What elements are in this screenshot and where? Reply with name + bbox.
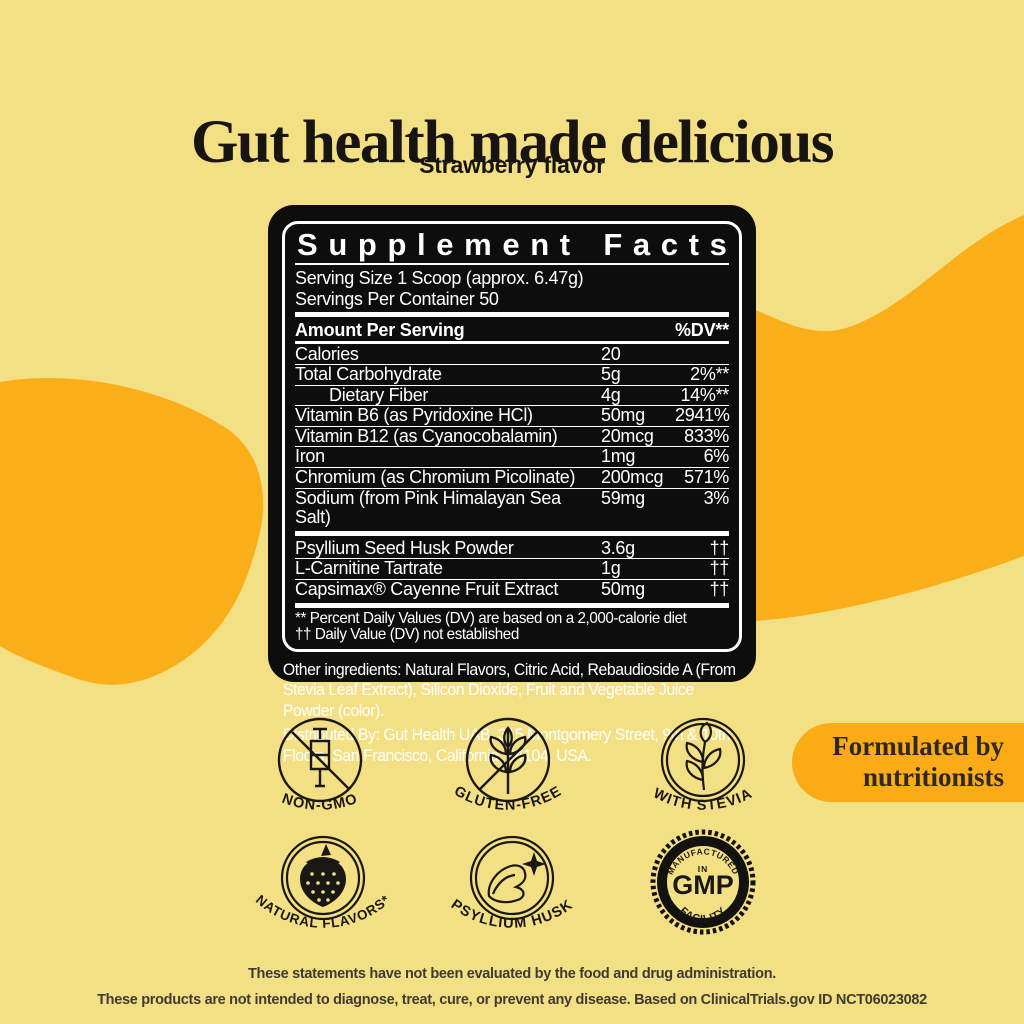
footnote-dv: ** Percent Daily Values (DV) are based o… bbox=[295, 609, 687, 627]
table-row: Dietary Fiber 4g 14%** bbox=[295, 384, 729, 406]
left-wave-blob bbox=[0, 377, 264, 685]
nutrient-amount: 200mcg bbox=[601, 467, 664, 488]
amount-header: Amount Per Serving bbox=[295, 320, 465, 340]
facts-rows: Calories 20 Total Carbohydrate 5g 2%** D… bbox=[295, 343, 730, 608]
nutrient-amount: 1g bbox=[601, 558, 621, 579]
pill-line-2: nutritionists bbox=[862, 762, 1004, 792]
strawberry-icon bbox=[280, 835, 366, 921]
table-row: Capsimax® Cayenne Fruit Extract 50mg †† bbox=[295, 579, 729, 600]
svg-text:FACILITY: FACILITY bbox=[677, 905, 728, 925]
gmp-seal-icon bbox=[650, 829, 756, 935]
nutrient-name: L-Carnitine Tartrate bbox=[295, 558, 443, 579]
nutrient-dv: †† bbox=[709, 579, 730, 600]
nutrient-dv: †† bbox=[709, 537, 730, 558]
nutrient-name: Dietary Fiber bbox=[329, 384, 429, 405]
column-header-row: Amount Per Serving %DV** bbox=[295, 320, 729, 341]
nutrient-dv: 3% bbox=[703, 487, 730, 508]
natural-flavors-badge: NATURAL FLAVORS* bbox=[253, 835, 392, 931]
nutrient-dv: 833% bbox=[684, 425, 729, 446]
other-ingredients: Other ingredients: Natural Flavors, Citr… bbox=[282, 659, 736, 720]
nutrient-amount: 1mg bbox=[601, 446, 636, 467]
nutrient-name: Calories bbox=[295, 343, 359, 364]
table-row: Vitamin B6 (as Pyridoxine HCl) 50mg 2941… bbox=[295, 405, 730, 426]
table-row: Psyllium Seed Husk Powder 3.6g †† bbox=[295, 537, 730, 559]
table-row: Total Carbohydrate 5g 2%** bbox=[295, 364, 729, 385]
nutrient-amount: 20mcg bbox=[601, 425, 654, 446]
psyllium-husk-badge: PSYLLIUM HUSK bbox=[448, 835, 575, 932]
non-gmo-label: NON-GMO bbox=[280, 791, 359, 814]
svg-text:NON-GMO: NON-GMO bbox=[280, 791, 360, 814]
non-gmo-badge: NON-GMO bbox=[277, 717, 363, 814]
footnote-not-established: †† Daily Value (DV) not established bbox=[295, 625, 519, 643]
servings-per-container: Servings Per Container 50 bbox=[295, 288, 499, 309]
page-title: Gut health made delicious bbox=[190, 108, 835, 176]
table-row: Sodium (from Pink Himalayan Sea Salt) 59… bbox=[295, 487, 730, 528]
nutrient-name: Vitamin B6 (as Pyridoxine HCl) bbox=[295, 405, 533, 426]
syringe-no-icon bbox=[277, 717, 363, 803]
nutrient-amount: 50mg bbox=[601, 405, 645, 426]
nutrient-dv: †† bbox=[709, 558, 730, 579]
formulated-by-pill: Formulated by nutritionists bbox=[792, 723, 1024, 802]
gmp-bottom-label: FACILITY bbox=[677, 905, 728, 925]
fda-disclaimer: These statements have not been evaluated… bbox=[247, 966, 776, 982]
nutrient-amount: 4g bbox=[601, 384, 621, 405]
wheat-no-icon bbox=[465, 717, 551, 803]
divider bbox=[295, 341, 729, 344]
nutrient-dv bbox=[675, 345, 729, 365]
pill-line-1: Formulated by bbox=[832, 731, 1004, 761]
nutrient-name: Chromium (as Chromium Picolinate) bbox=[295, 467, 576, 488]
nutrient-dv: 6% bbox=[703, 446, 730, 467]
flavor-subtitle: Strawberry flavor bbox=[419, 152, 605, 178]
nutrient-amount: 3.6g bbox=[601, 537, 635, 558]
gmp-mid-label: IN bbox=[698, 864, 709, 874]
table-row: Calories 20 bbox=[295, 343, 729, 365]
section-divider bbox=[295, 312, 729, 317]
divider bbox=[295, 263, 729, 265]
nutrient-name: Capsimax® Cayenne Fruit Extract bbox=[295, 579, 559, 600]
gluten-free-badge: GLUTEN-FREE bbox=[451, 717, 564, 814]
table-row: L-Carnitine Tartrate 1g †† bbox=[295, 558, 729, 579]
section-divider bbox=[295, 602, 729, 608]
nutrient-amount: 5g bbox=[601, 364, 621, 385]
stevia-leaf-icon bbox=[660, 717, 746, 803]
nutrient-name: Iron bbox=[295, 446, 325, 467]
section-divider bbox=[295, 530, 729, 536]
nutrient-dv: 14%** bbox=[680, 384, 729, 405]
nutrient-dv: 571% bbox=[684, 467, 729, 488]
nutrient-name: Sodium (from Pink Himalayan Sea Salt) bbox=[295, 487, 561, 528]
nutrient-name: Psyllium Seed Husk Powder bbox=[295, 537, 514, 558]
nutrient-dv: 2941% bbox=[675, 405, 730, 426]
nutrient-dv: 2%** bbox=[690, 364, 729, 385]
powder-scoop-icon bbox=[469, 835, 555, 921]
right-wave-band bbox=[738, 215, 1024, 622]
gmp-name-label: GMP bbox=[672, 870, 734, 900]
table-row: Iron 1mg 6% bbox=[295, 446, 729, 467]
disease-disclaimer: These products are not intended to diagn… bbox=[97, 992, 927, 1008]
table-row: Chromium (as Chromium Picolinate) 200mcg… bbox=[295, 467, 729, 488]
dv-header: %DV** bbox=[674, 320, 729, 340]
nutrient-name: Vitamin B12 (as Cyanocobalamin) bbox=[295, 425, 558, 446]
with-stevia-badge: WITH STEVIA bbox=[651, 717, 754, 814]
nutrient-name: Total Carbohydrate bbox=[295, 364, 442, 385]
table-row: Vitamin B12 (as Cyanocobalamin) 20mcg 83… bbox=[295, 425, 729, 447]
serving-size: Serving Size 1 Scoop (approx. 6.47g) bbox=[295, 268, 584, 288]
gmp-badge: MANUFACTURED IN GMP FACILITY bbox=[650, 829, 756, 935]
nutrient-amount: 59mg bbox=[601, 487, 645, 508]
nutrient-amount: 50mg bbox=[601, 579, 645, 600]
nutrient-amount: 20 bbox=[601, 343, 621, 364]
